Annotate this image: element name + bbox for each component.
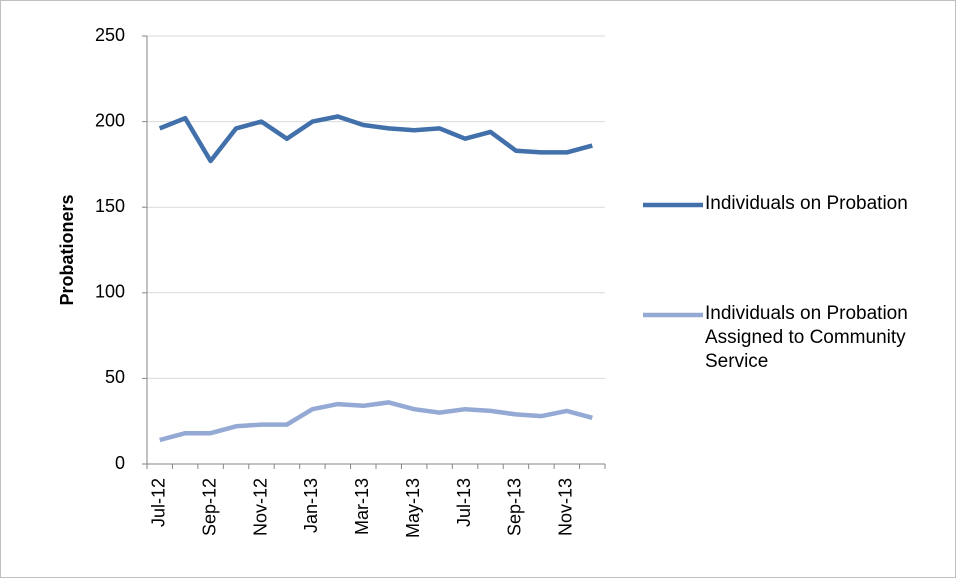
x-tick-label: Sep-13 (505, 478, 525, 536)
series-line (159, 400, 593, 443)
x-tick-label: Nov-12 (250, 478, 270, 536)
x-tick-label: May-13 (403, 478, 423, 538)
legend-label: Individuals on Probation Assigned to Com… (705, 303, 908, 372)
x-tick-label: Nov-13 (556, 478, 576, 536)
y-axis-title: Probationers (57, 194, 77, 305)
y-tick-label: 200 (95, 110, 125, 130)
y-tick-label: 50 (105, 367, 125, 387)
x-tick-label: Sep-12 (199, 478, 219, 536)
legend-label: Individuals on Probation (705, 193, 908, 214)
y-tick-label: 250 (95, 25, 125, 45)
y-tick-label: 100 (95, 282, 125, 302)
y-tick-label: 150 (95, 196, 125, 216)
y-tick-label: 0 (115, 453, 125, 473)
x-tick-label: Mar-13 (352, 478, 372, 535)
x-tick-label: Jul-13 (454, 478, 474, 527)
x-tick-label: Jul-12 (148, 478, 168, 527)
x-tick-label: Jan-13 (301, 478, 321, 533)
series-line (158, 114, 593, 164)
